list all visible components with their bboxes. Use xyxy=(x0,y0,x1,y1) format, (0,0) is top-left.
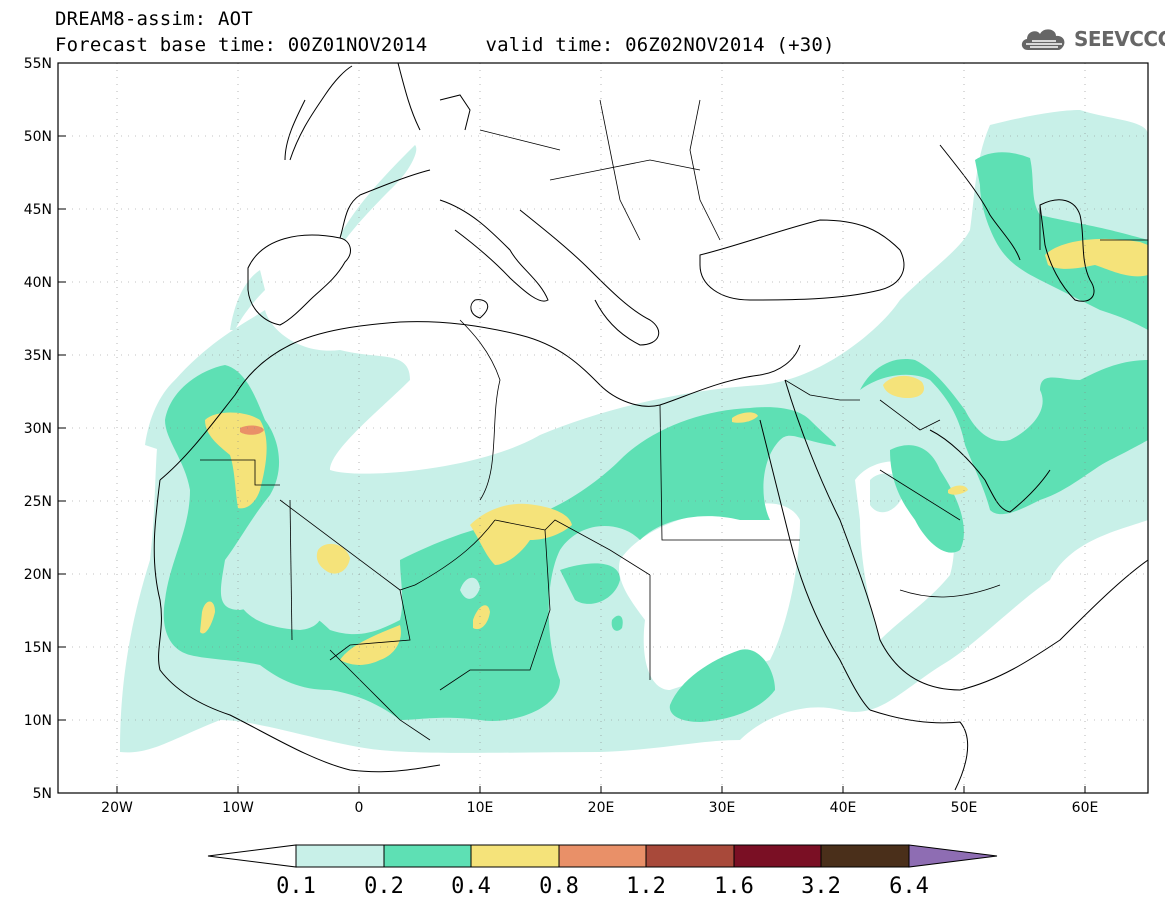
aot-level-0-4 xyxy=(200,238,1148,665)
aot-inner-holes xyxy=(237,577,480,630)
lat-label: 45N xyxy=(24,202,52,218)
colorbar: 0.1 0.2 0.4 0.8 1.2 1.6 3.2 6.4 xyxy=(207,844,998,899)
colorbar-upper-arrow xyxy=(908,844,998,868)
coastlines xyxy=(153,63,1148,791)
colorbar-swatch xyxy=(295,844,385,868)
lon-label: 20E xyxy=(588,800,615,816)
colorbar-label: 0.4 xyxy=(451,874,491,899)
lat-label: 50N xyxy=(24,129,52,145)
political-borders xyxy=(200,99,1148,741)
lon-label: 30E xyxy=(709,800,736,816)
colorbar-label: 6.4 xyxy=(889,874,929,899)
colorbar-swatch xyxy=(820,844,910,868)
lat-label: 55N xyxy=(24,56,52,72)
aot-field xyxy=(120,110,1148,753)
lon-label: 40E xyxy=(830,800,857,816)
map-title: DREAM8-assim: AOT xyxy=(55,8,253,30)
lon-label: 60E xyxy=(1072,800,1099,816)
colorbar-swatch xyxy=(733,844,822,868)
longitude-labels: 20W 10W 0 10E 20E 30E 40E 50E 60E xyxy=(101,800,1098,816)
lat-label: 40N xyxy=(24,275,52,291)
colorbar-label: 0.2 xyxy=(364,874,404,899)
colorbar-swatch xyxy=(383,844,472,868)
colorbar-label: 0.8 xyxy=(539,874,579,899)
axis-ticks xyxy=(58,62,1086,794)
aot-level-0-8 xyxy=(240,425,264,435)
lon-label: 20W xyxy=(101,800,133,816)
colorbar-label: 1.2 xyxy=(626,874,666,899)
lat-label: 35N xyxy=(24,348,52,364)
lat-label: 30N xyxy=(24,421,52,437)
lat-label: 15N xyxy=(24,640,52,656)
colorbar-label: 0.1 xyxy=(276,874,316,899)
grid-lines xyxy=(58,63,1148,793)
lon-label: 50E xyxy=(951,800,978,816)
lon-label: 10W xyxy=(222,800,254,816)
lat-label: 10N xyxy=(24,713,52,729)
lon-label: 0 xyxy=(355,800,364,816)
time-info: Forecast base time: 00Z01NOV2014 valid ti… xyxy=(55,34,835,56)
colorbar-lower-arrow xyxy=(207,844,297,868)
lat-label: 25N xyxy=(24,494,52,510)
base-time: Forecast base time: 00Z01NOV2014 xyxy=(55,34,428,56)
colorbar-swatch xyxy=(558,844,647,868)
valid-time: valid time: 06Z02NOV2014 (+30) xyxy=(485,34,835,56)
lat-label: 5N xyxy=(33,786,52,802)
lat-label: 20N xyxy=(24,567,52,583)
seevccc-logo: SEEVCCC xyxy=(1018,22,1165,56)
logo-text: SEEVCCC xyxy=(1074,27,1165,51)
latitude-labels: 55N 50N 45N 40N 35N 30N 25N 20N 15N 10N … xyxy=(24,56,52,802)
colorbar-label: 1.6 xyxy=(714,874,754,899)
colorbar-swatch xyxy=(645,844,735,868)
colorbar-label: 3.2 xyxy=(801,874,841,899)
colorbar-swatch xyxy=(470,844,560,868)
cloud-icon xyxy=(1021,29,1065,50)
lon-label: 10E xyxy=(467,800,494,816)
